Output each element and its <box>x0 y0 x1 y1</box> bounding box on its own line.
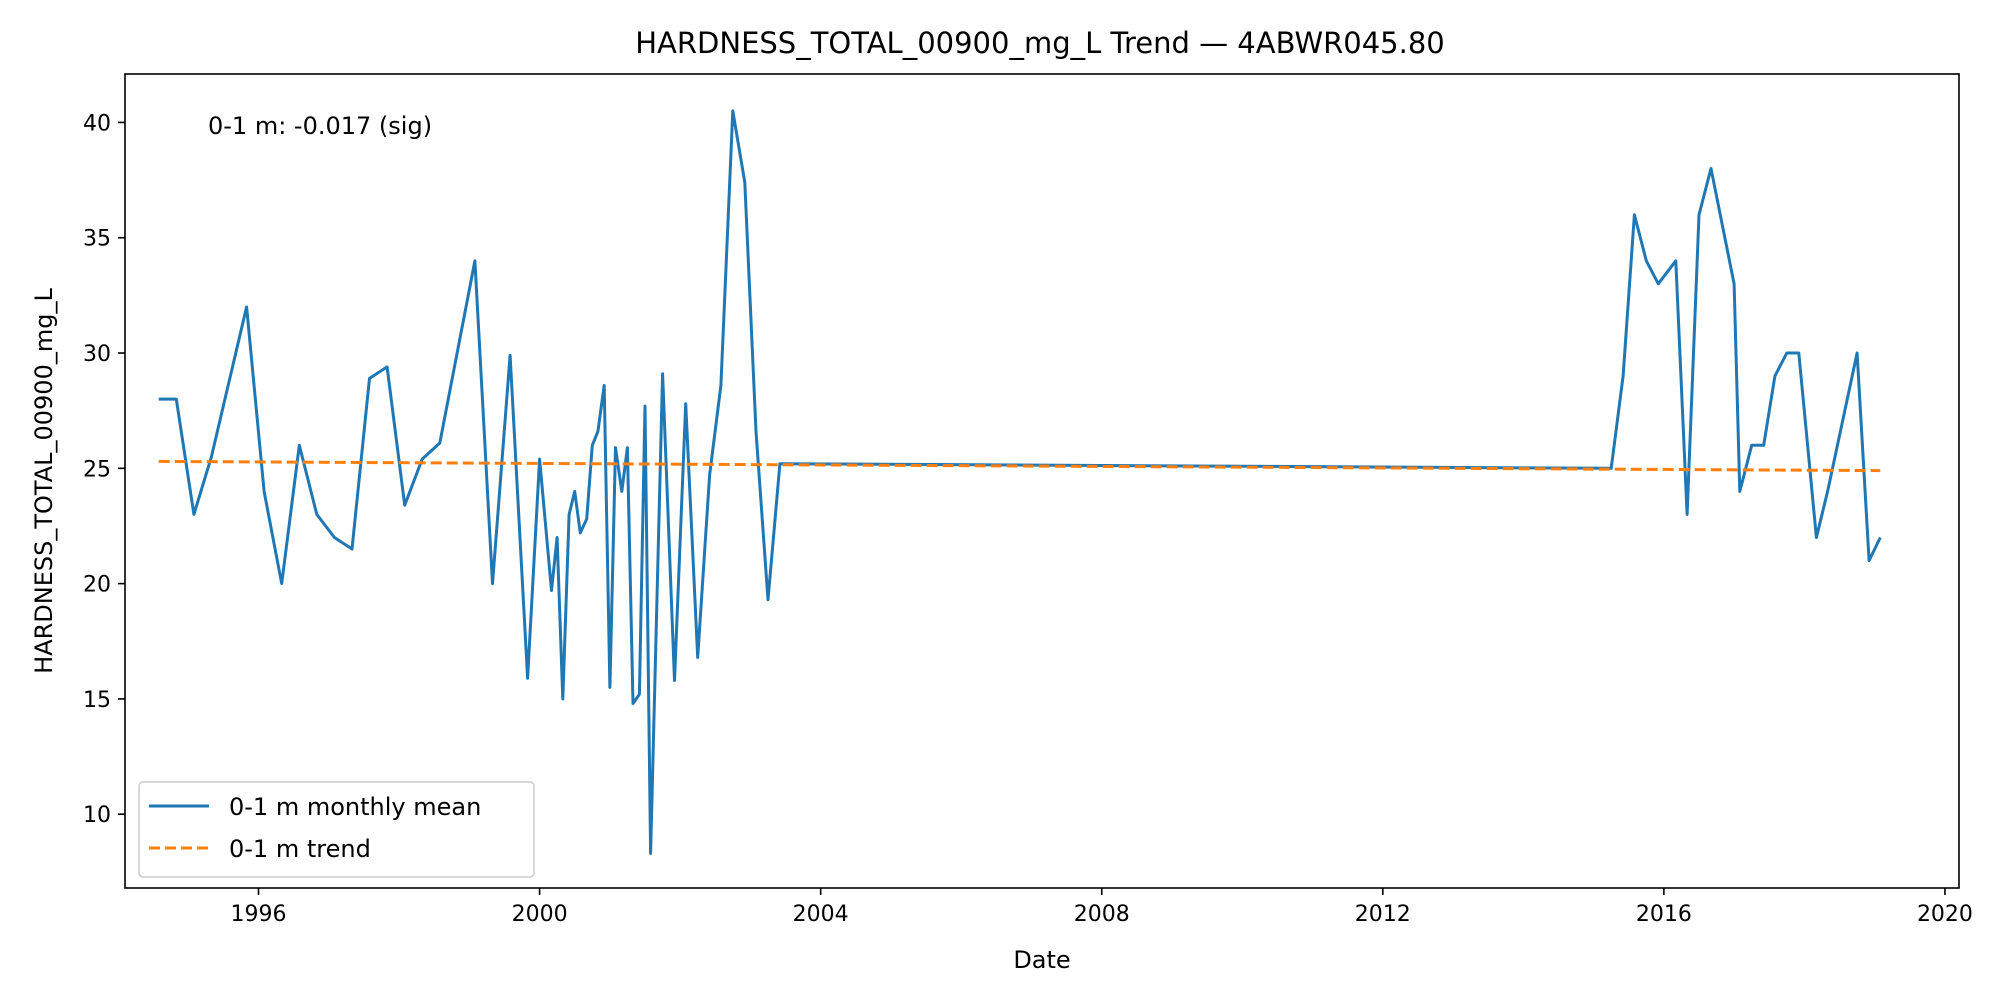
legend-box <box>138 781 535 878</box>
y-tick-label: 15 <box>83 688 111 713</box>
legend: 0-1 m monthly mean 0-1 m trend <box>138 781 535 878</box>
y-axis: 10 15 20 25 30 35 40 <box>83 111 125 828</box>
legend-label-monthly-mean: 0-1 m monthly mean <box>229 793 481 821</box>
trend-line <box>158 459 1881 473</box>
trend-annotation: 0-1 m: -0.017 (sig) <box>208 112 432 140</box>
x-tick-label: 2016 <box>1636 902 1692 927</box>
chart-title: HARDNESS_TOTAL_00900_mg_L Trend — 4ABWR0… <box>635 26 1445 60</box>
x-tick-label: 1996 <box>231 902 287 927</box>
y-tick-label: 25 <box>83 457 111 482</box>
x-tick-label: 2012 <box>1355 902 1411 927</box>
monthly-mean-line <box>158 109 1882 855</box>
x-tick-label: 2004 <box>793 902 849 927</box>
legend-label-trend: 0-1 m trend <box>229 835 371 863</box>
x-axis: 1996 2000 2004 2008 2012 2016 2020 <box>231 888 1973 927</box>
plot-area <box>158 109 1882 855</box>
y-tick-label: 20 <box>83 573 111 598</box>
x-tick-label: 2000 <box>512 902 568 927</box>
x-tick-label: 2008 <box>1074 902 1130 927</box>
y-tick-label: 35 <box>83 227 111 252</box>
x-axis-label: Date <box>1013 946 1070 974</box>
x-tick-label: 2020 <box>1917 902 1973 927</box>
plot-frame <box>124 73 1960 889</box>
y-axis-label: HARDNESS_TOTAL_00900_mg_L <box>30 288 58 674</box>
y-tick-label: 30 <box>83 342 111 367</box>
y-tick-label: 40 <box>83 111 111 136</box>
y-tick-label: 10 <box>83 803 111 828</box>
